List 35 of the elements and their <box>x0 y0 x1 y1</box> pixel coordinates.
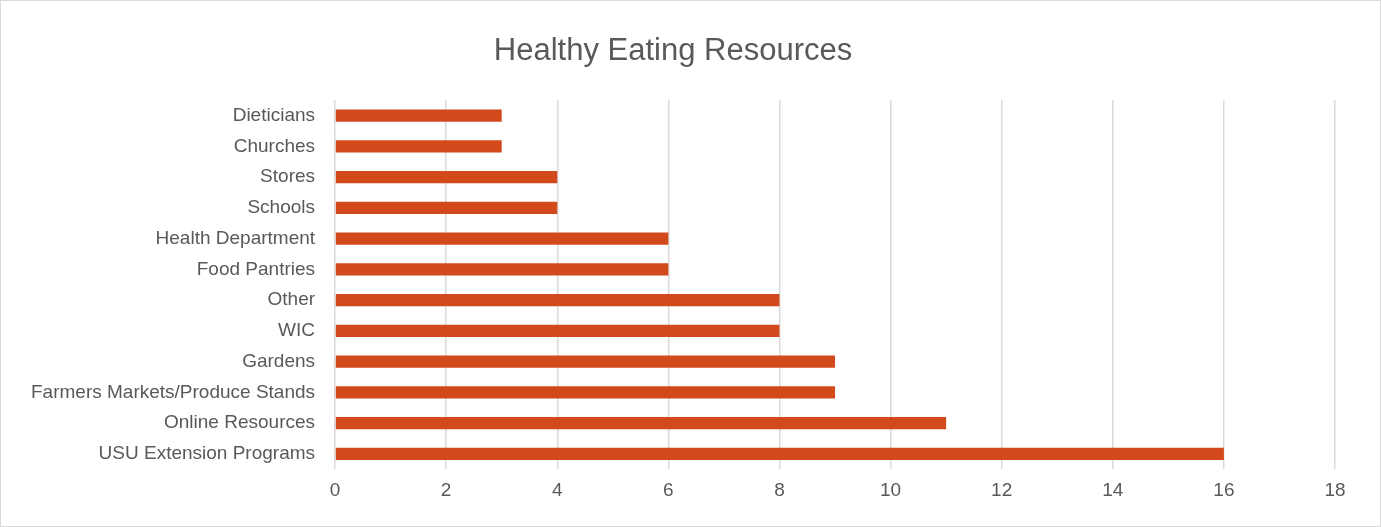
bar <box>335 324 780 337</box>
x-tick-label: 14 <box>1102 478 1124 500</box>
bar <box>335 447 1224 460</box>
x-tick-label: 12 <box>991 478 1013 500</box>
x-tick-label: 18 <box>1324 478 1346 500</box>
chart-title: Healthy Eating Resources <box>493 32 853 68</box>
bar <box>335 201 558 214</box>
x-tick-label: 10 <box>880 478 902 500</box>
x-tick-label: 16 <box>1213 478 1235 500</box>
x-tick-label: 2 <box>440 478 452 500</box>
y-tick-label: WIC <box>278 319 316 341</box>
bar <box>335 293 780 307</box>
bar <box>335 140 502 153</box>
x-tick-label: 6 <box>663 478 674 500</box>
bar <box>335 386 836 399</box>
bar <box>335 416 947 430</box>
y-tick-label: Gardens <box>242 349 316 371</box>
x-tick-label: 4 <box>551 478 563 500</box>
y-tick-label: Online Resources <box>164 411 316 433</box>
y-tick-label: Schools <box>247 196 316 218</box>
y-tick-label: Health Department <box>155 226 316 248</box>
bar <box>335 232 669 245</box>
y-tick-label: Dieticians <box>232 103 316 125</box>
y-tick-label: Other <box>267 288 316 310</box>
y-tick-label: Stores <box>260 165 316 187</box>
bar <box>335 109 502 122</box>
y-tick-label: Farmers Markets/Produce Stands <box>31 380 316 402</box>
bar <box>335 170 558 184</box>
x-tick-label: 8 <box>774 478 785 500</box>
x-tick-label: 0 <box>329 478 341 500</box>
bar <box>335 355 836 368</box>
y-tick-label: Food Pantries <box>196 257 316 279</box>
y-tick-label: USU Extension Programs <box>98 442 316 464</box>
bar <box>335 263 669 276</box>
y-tick-label: Churches <box>233 134 316 156</box>
